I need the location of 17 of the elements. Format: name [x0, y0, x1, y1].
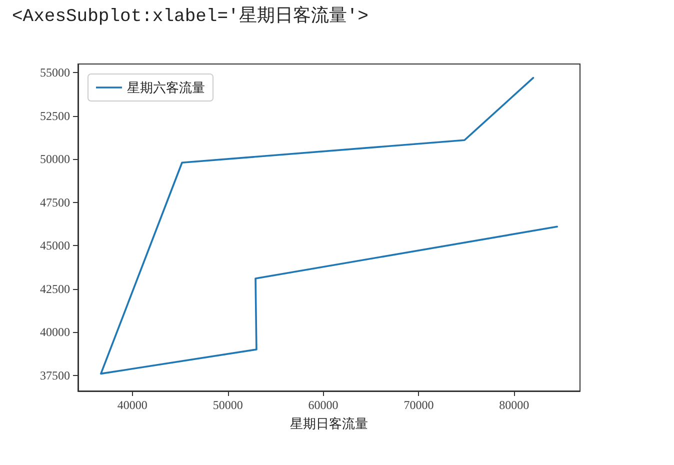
y-tick-label: 37500 — [40, 368, 70, 382]
x-tick-label: 80000 — [499, 398, 530, 412]
y-tick-label: 40000 — [40, 325, 70, 340]
x-axis-title: 星期日客流量 — [290, 416, 368, 431]
legend-label: 星期六客流量 — [127, 80, 205, 95]
x-tick-label: 60000 — [308, 398, 338, 412]
y-tick-label: 47500 — [40, 195, 70, 210]
y-tick-label: 55000 — [40, 66, 70, 80]
y-tick-label: 52500 — [40, 108, 70, 123]
y-tick-label: 50000 — [40, 152, 70, 166]
y-tick-label: 45000 — [40, 238, 70, 253]
x-tick-label: 50000 — [212, 398, 243, 412]
y-tick-label: 42500 — [40, 282, 70, 296]
x-tick-label: 40000 — [117, 398, 148, 412]
x-tick-label: 70000 — [404, 398, 434, 412]
line-series — [100, 76, 558, 375]
text: <AxesSubplot:xlabel='星期日客流量'> — [12, 5, 368, 27]
